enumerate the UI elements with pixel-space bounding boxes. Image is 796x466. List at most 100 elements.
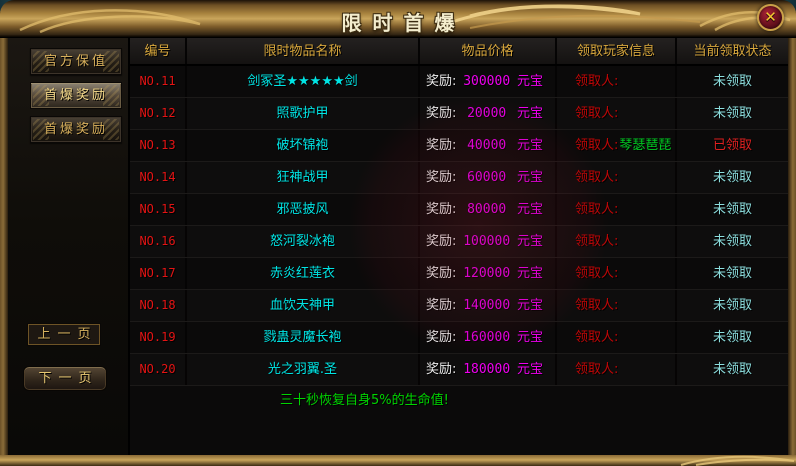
table-row: NO.17 赤炎红莲衣 奖励: 120000 元宝 领取人: 未领取 [130, 258, 788, 290]
currency-label: 元宝 [516, 234, 543, 249]
row-number: NO.11 [130, 66, 187, 97]
claimer-info: 领取人: [557, 322, 677, 353]
item-name: 怒河裂冰袍 [187, 226, 420, 257]
table-header-row: 编号 限时物品名称 物品价格 领取玩家信息 当前领取状态 [130, 38, 788, 66]
table-row: NO.19 戮蛊灵魔长袍 奖励: 160000 元宝 领取人: 未领取 [130, 322, 788, 354]
row-number: NO.12 [130, 98, 187, 129]
reward-label: 奖励: [426, 170, 457, 185]
claimer-info: 领取人: [557, 354, 677, 385]
claimer-info: 领取人: [557, 258, 677, 289]
reward-label: 奖励: [426, 74, 457, 89]
sidebar-item-first-drop-reward-1[interactable]: 首爆奖励 [30, 82, 122, 109]
claimer-label: 领取人: [575, 298, 619, 313]
row-number: NO.18 [130, 290, 187, 321]
frame-edge-left [0, 38, 8, 455]
item-price: 奖励: 140000 元宝 [420, 290, 557, 321]
claimer-info: 领取人: [557, 66, 677, 97]
currency-label: 元宝 [516, 202, 543, 217]
item-name: 破坏锦袍 [187, 130, 420, 161]
claim-status[interactable]: 未领取 [712, 74, 752, 89]
item-price: 奖励: 40000 元宝 [420, 130, 557, 161]
item-name: 剑冢圣★★★★★剑 [187, 66, 420, 97]
claim-status[interactable]: 未领取 [712, 298, 752, 313]
claim-status[interactable]: 未领取 [712, 106, 752, 121]
item-name: 照歌护甲 [187, 98, 420, 129]
header-item-name: 限时物品名称 [187, 38, 420, 64]
claimer-label: 领取人: [575, 106, 619, 121]
item-name: 光之羽翼.圣 [187, 354, 420, 385]
reward-label: 奖励: [426, 266, 457, 281]
currency-label: 元宝 [516, 330, 543, 345]
claimer-label: 领取人: [575, 202, 619, 217]
frame-edge-bottom [0, 455, 796, 466]
claim-status[interactable]: 未领取 [712, 266, 752, 281]
currency-label: 元宝 [516, 138, 543, 153]
price-value: 120000 [463, 266, 511, 281]
price-value: 40000 [467, 138, 507, 153]
reward-label: 奖励: [426, 234, 457, 249]
item-name: 血饮天神甲 [187, 290, 420, 321]
row-number: NO.19 [130, 322, 187, 353]
claimer-info: 领取人:琴瑟琶琵 [557, 130, 677, 161]
item-price: 奖励: 180000 元宝 [420, 354, 557, 385]
price-value: 160000 [463, 330, 511, 345]
item-price: 奖励: 100000 元宝 [420, 226, 557, 257]
table-row: NO.20 光之羽翼.圣 奖励: 180000 元宝 领取人: 未领取 [130, 354, 788, 386]
row-number: NO.20 [130, 354, 187, 385]
price-value: 300000 [463, 74, 511, 89]
currency-label: 元宝 [516, 298, 543, 313]
sidebar-item-first-drop-reward-2[interactable]: 首爆奖励 [30, 116, 122, 143]
prev-page-button[interactable]: 上一页 [28, 324, 100, 345]
currency-label: 元宝 [516, 74, 543, 89]
item-name: 赤炎红莲衣 [187, 258, 420, 289]
claim-status[interactable]: 未领取 [712, 330, 752, 345]
reward-label: 奖励: [426, 362, 457, 377]
row-number: NO.14 [130, 162, 187, 193]
currency-label: 元宝 [516, 362, 543, 377]
claim-status[interactable]: 未领取 [712, 234, 752, 249]
table-row: NO.14 狂神战甲 奖励: 60000 元宝 领取人: 未领取 [130, 162, 788, 194]
currency-label: 元宝 [516, 170, 543, 185]
claimer-label: 领取人: [575, 138, 619, 153]
item-price: 奖励: 20000 元宝 [420, 98, 557, 129]
table-row: NO.12 照歌护甲 奖励: 20000 元宝 领取人: 未领取 [130, 98, 788, 130]
header-number: 编号 [130, 38, 187, 64]
claim-status[interactable]: 未领取 [712, 202, 752, 217]
claimer-label: 领取人: [575, 330, 619, 345]
claimer-name: 琴瑟琶琵 [619, 138, 672, 153]
reward-label: 奖励: [426, 106, 457, 121]
claimer-label: 领取人: [575, 234, 619, 249]
close-button[interactable]: ✕ [757, 4, 784, 31]
sidebar: 官方保值 首爆奖励 首爆奖励 上一页 下一页 [8, 38, 130, 455]
item-price: 奖励: 80000 元宝 [420, 194, 557, 225]
header-claimer-info: 领取玩家信息 [557, 38, 677, 64]
claimer-label: 领取人: [575, 170, 619, 185]
claimer-info: 领取人: [557, 194, 677, 225]
close-icon: ✕ [764, 8, 777, 26]
claim-status[interactable]: 未领取 [712, 170, 752, 185]
table-body: NO.11 剑冢圣★★★★★剑 奖励: 300000 元宝 领取人: 未领取 N… [130, 66, 788, 386]
claimer-info: 领取人: [557, 290, 677, 321]
claimer-info: 领取人: [557, 98, 677, 129]
item-name: 戮蛊灵魔长袍 [187, 322, 420, 353]
currency-label: 元宝 [516, 266, 543, 281]
sidebar-item-official-value[interactable]: 官方保值 [30, 48, 122, 75]
claim-status[interactable]: 未领取 [712, 362, 752, 377]
row-number: NO.17 [130, 258, 187, 289]
price-value: 80000 [467, 202, 507, 217]
table-row: NO.16 怒河裂冰袍 奖励: 100000 元宝 领取人: 未领取 [130, 226, 788, 258]
reward-label: 奖励: [426, 298, 457, 313]
claimer-label: 领取人: [575, 266, 619, 281]
table-row: NO.11 剑冢圣★★★★★剑 奖励: 300000 元宝 领取人: 未领取 [130, 66, 788, 98]
claim-status[interactable]: 已领取 [712, 138, 752, 153]
item-price: 奖励: 300000 元宝 [420, 66, 557, 97]
item-price: 奖励: 120000 元宝 [420, 258, 557, 289]
header-item-price: 物品价格 [420, 38, 557, 64]
window-title: 限时首爆 [341, 11, 466, 35]
next-page-button[interactable]: 下一页 [23, 366, 107, 391]
price-value: 140000 [463, 298, 511, 313]
price-value: 20000 [467, 106, 507, 121]
frame-edge-right [788, 38, 796, 455]
gold-flourish-decoration [0, 4, 796, 37]
